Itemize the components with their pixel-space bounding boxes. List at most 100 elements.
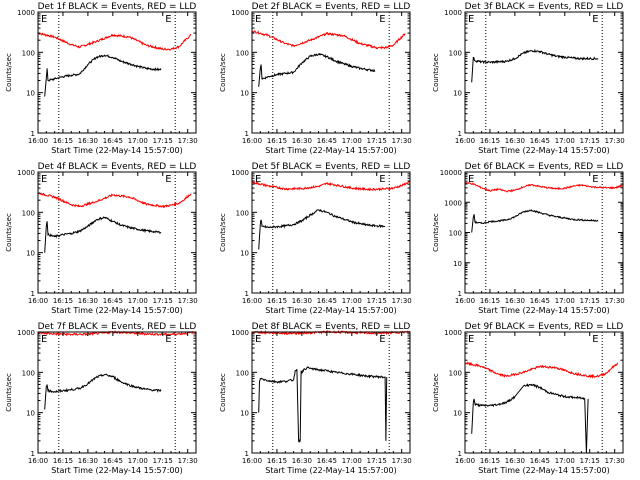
y-axis-label: Counts/sec <box>219 53 227 92</box>
x-tick-label: 16:00 <box>28 137 48 145</box>
marker-letter-left: E <box>468 174 474 185</box>
plot-frame <box>37 171 197 294</box>
panel-9: Det 9f BLACK = Events, RED = LLD Counts/s… <box>432 322 625 475</box>
y-tick-label: 1 <box>245 130 249 138</box>
marker-letter-right: E <box>379 174 385 185</box>
series-events-line <box>471 48 599 83</box>
y-tick-label: 1000 <box>231 329 249 337</box>
series-lld-line <box>251 30 406 50</box>
marker-letter-right: E <box>592 14 598 25</box>
x-tick-label: 17:00 <box>342 137 362 145</box>
y-axis-label: Counts/sec <box>432 53 440 92</box>
x-axis-label: Start Time (22-May-14 15:57:00) <box>265 306 396 315</box>
plot-frame <box>251 11 411 134</box>
x-tick-label: 17:15 <box>153 137 173 145</box>
x-tick-label: 16:15 <box>480 297 500 305</box>
y-axis-label: Counts/sec <box>432 373 440 412</box>
x-tick-label: 16:45 <box>317 457 337 465</box>
x-tick-label: 16:00 <box>455 137 475 145</box>
series-lld-line <box>464 361 619 379</box>
x-tick-label: 17:00 <box>128 297 148 305</box>
x-tick-label: 17:30 <box>178 457 198 465</box>
x-tick-label: 16:30 <box>505 297 525 305</box>
plot-frame <box>464 11 624 134</box>
y-tick-label: 1000 <box>231 9 249 17</box>
marker-letter-right: E <box>379 14 385 25</box>
y-tick-label: 1000 <box>231 169 249 177</box>
x-tick-label: 16:00 <box>28 297 48 305</box>
x-tick-label: 16:30 <box>505 137 525 145</box>
plot-frame <box>464 331 624 454</box>
panel-1: Det 1f BLACK = Events, RED = LLD Counts/s… <box>5 2 198 155</box>
x-tick-label: 17:15 <box>153 457 173 465</box>
x-tick-label: 17:15 <box>580 137 600 145</box>
panel-title: Det 6f BLACK = Events, RED = LLD <box>465 162 624 172</box>
x-tick-label: 16:45 <box>317 297 337 305</box>
x-tick-label: 17:30 <box>392 297 412 305</box>
series-lld-line <box>37 330 197 337</box>
series-events-line <box>258 52 376 87</box>
marker-letter-left: E <box>468 14 474 25</box>
x-tick-label: 16:30 <box>78 457 98 465</box>
series-events-line <box>471 209 599 233</box>
series-events-line <box>258 366 388 443</box>
x-tick-label: 17:00 <box>342 457 362 465</box>
marker-letter-left: E <box>255 14 261 25</box>
x-tick-label: 16:45 <box>103 297 123 305</box>
series-lld-line <box>464 181 624 193</box>
marker-letter-left: E <box>41 14 47 25</box>
y-axis-label: Counts/sec <box>432 213 440 252</box>
x-tick-label: 16:00 <box>455 457 475 465</box>
x-tick-label: 17:15 <box>367 297 387 305</box>
series-events-line <box>44 54 162 97</box>
x-tick-label: 16:15 <box>53 457 73 465</box>
series-events-line <box>44 216 162 253</box>
plot-frame <box>251 171 411 294</box>
plot-frame <box>251 331 411 454</box>
x-tick-label: 16:00 <box>455 297 475 305</box>
y-tick-label: 1 <box>458 450 462 458</box>
y-tick-label: 100 <box>449 369 462 377</box>
x-axis-label: Start Time (22-May-14 15:57:00) <box>265 146 396 155</box>
y-tick-label: 100 <box>22 369 35 377</box>
y-tick-label: 10 <box>240 250 249 258</box>
x-tick-label: 16:45 <box>103 137 123 145</box>
x-axis-label: Start Time (22-May-14 15:57:00) <box>478 146 609 155</box>
y-tick-label: 10 <box>240 90 249 98</box>
x-tick-label: 16:30 <box>78 137 98 145</box>
marker-letter-left: E <box>255 334 261 345</box>
panel-title: Det 2f BLACK = Events, RED = LLD <box>252 2 411 12</box>
y-tick-label: 10 <box>240 410 249 418</box>
x-tick-label: 17:15 <box>367 457 387 465</box>
y-axis-label: Counts/sec <box>5 53 13 92</box>
y-tick-label: 100 <box>22 209 35 217</box>
y-axis-label: Counts/sec <box>219 373 227 412</box>
y-tick-label: 100 <box>449 230 462 238</box>
x-axis-label: Start Time (22-May-14 15:57:00) <box>51 466 182 475</box>
marker-letter-left: E <box>41 174 47 185</box>
x-tick-label: 16:30 <box>292 137 312 145</box>
x-tick-label: 16:15 <box>267 457 287 465</box>
x-tick-label: 16:15 <box>267 137 287 145</box>
marker-letter-left: E <box>468 334 474 345</box>
marker-letter-right: E <box>379 334 385 345</box>
plot-frame <box>37 11 197 134</box>
panel-title: Det 3f BLACK = Events, RED = LLD <box>465 2 624 12</box>
x-tick-label: 16:45 <box>530 137 550 145</box>
panel-title: Det 1f BLACK = Events, RED = LLD <box>38 2 197 12</box>
marker-letter-right: E <box>165 14 171 25</box>
panel-title: Det 5f BLACK = Events, RED = LLD <box>252 162 411 172</box>
y-axis-label: Counts/sec <box>219 213 227 252</box>
x-tick-label: 16:30 <box>505 457 525 465</box>
x-tick-label: 17:00 <box>128 457 148 465</box>
x-tick-label: 16:00 <box>242 457 262 465</box>
panel-4: Det 4f BLACK = Events, RED = LLD Counts/s… <box>5 162 198 315</box>
x-tick-label: 17:15 <box>367 137 387 145</box>
x-axis-label: Start Time (22-May-14 15:57:00) <box>265 466 396 475</box>
x-tick-label: 17:30 <box>178 137 198 145</box>
marker-letter-left: E <box>255 174 261 185</box>
y-tick-label: 10 <box>26 250 35 258</box>
y-tick-label: 1 <box>31 130 35 138</box>
x-tick-label: 16:00 <box>242 137 262 145</box>
series-lld-line <box>37 192 192 209</box>
